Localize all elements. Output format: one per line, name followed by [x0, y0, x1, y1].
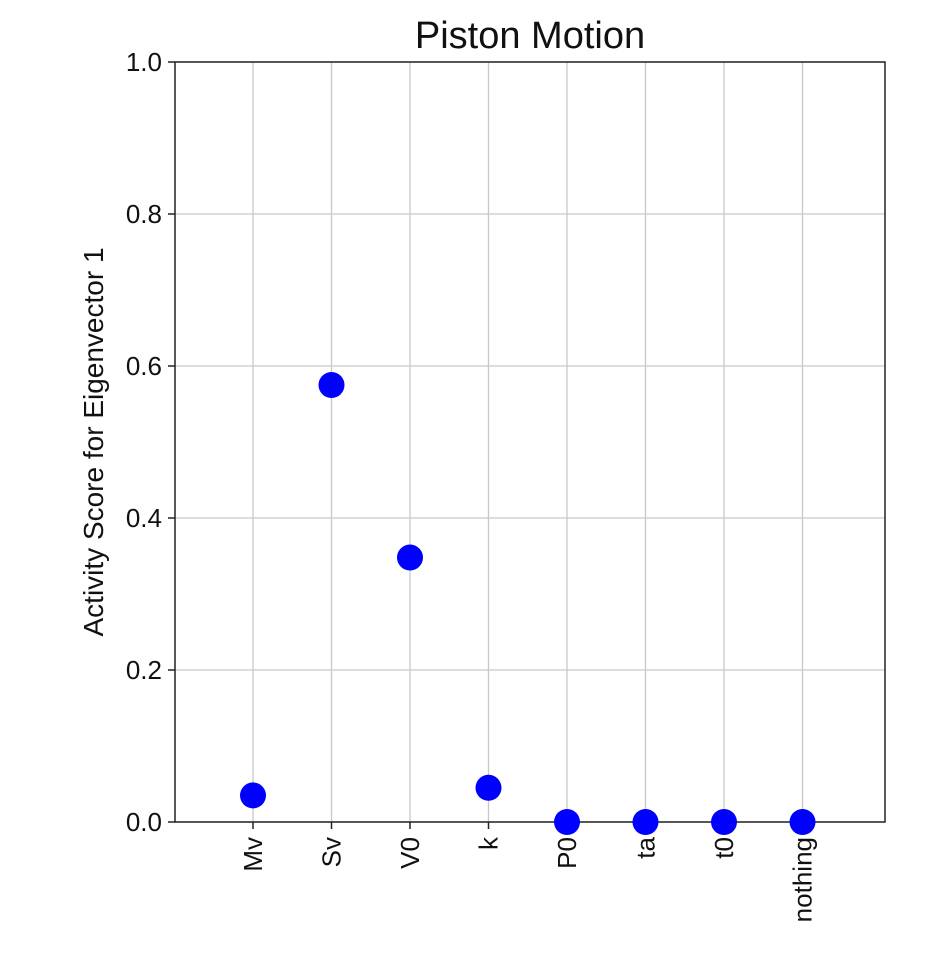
data-point-k — [475, 774, 502, 801]
x-tick-label: Mv — [238, 837, 268, 872]
y-tick-label: 0.0 — [126, 807, 162, 837]
y-tick-label: 0.2 — [126, 655, 162, 685]
data-point-mv — [240, 782, 266, 809]
x-tick-label: ta — [631, 836, 661, 858]
y-tick-label: 0.4 — [126, 503, 162, 533]
x-tick-label: k — [474, 836, 504, 850]
x-tick-label: t0 — [709, 837, 739, 859]
y-axis-label: Activity Score for Eigenvector 1 — [78, 247, 109, 636]
y-tick-label: 0.8 — [126, 199, 162, 229]
y-tick-label: 0.6 — [126, 351, 162, 381]
x-tick-label: P0 — [552, 837, 582, 869]
data-point-sv — [318, 372, 345, 398]
plot-area-frame — [174, 61, 886, 823]
x-axis-ticks: Mv Sv V0 k P0 ta t0 nothing — [238, 822, 818, 922]
x-tick-label: V0 — [395, 837, 425, 869]
data-points — [240, 372, 816, 835]
data-point-t0 — [711, 809, 737, 835]
y-tick-label: 1.0 — [126, 47, 162, 77]
data-point-ta — [632, 809, 659, 835]
data-point-v0 — [397, 544, 423, 571]
x-tick-label: nothing — [788, 837, 818, 922]
y-axis-ticks: 0.0 0.2 0.4 0.6 0.8 1.0 — [126, 47, 175, 837]
data-point-nothing — [789, 809, 816, 835]
data-point-p0 — [554, 809, 580, 835]
grid — [175, 61, 885, 823]
chart-title: Piston Motion — [415, 15, 645, 57]
x-tick-label: Sv — [317, 837, 347, 867]
